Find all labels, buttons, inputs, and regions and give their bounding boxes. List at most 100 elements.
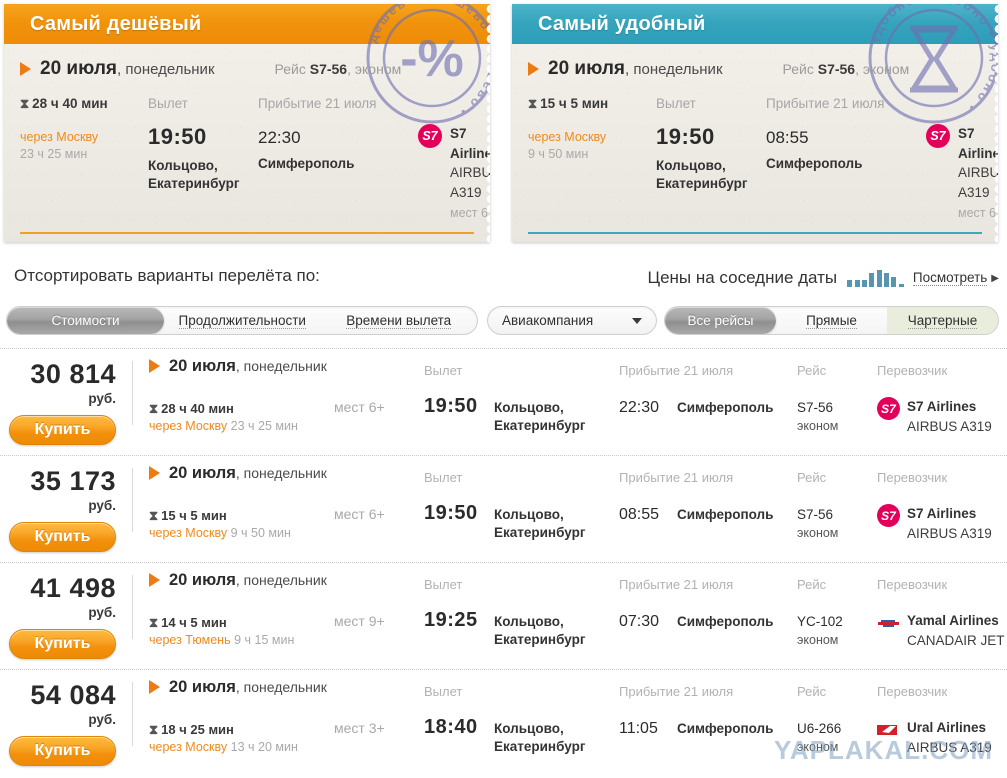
sparkline-bar-2 (854, 280, 860, 287)
sparkline-bar-6 (884, 273, 890, 287)
result-arrive-time: 22:30 (619, 399, 660, 416)
flight-result-row[interactable]: 41 498 руб. Купить 20 июля, понедельник Выле… (0, 562, 1007, 669)
result-price-cell: 35 173 руб. Купить (0, 464, 132, 562)
sparkline-bar-3 (861, 280, 867, 287)
flight-type-direct[interactable]: Прямые (806, 312, 857, 329)
sparkline-bar-7 (891, 277, 897, 287)
offer-depart-place: Кольцово, Екатеринбург (148, 158, 240, 192)
nearby-prices-link[interactable]: Посмотреть (912, 270, 988, 286)
result-details: 20 июля, понедельник Вылет Прибытие 21 июл… (133, 464, 1007, 562)
result-duration: ⧗ 14 ч 5 мин (149, 615, 227, 630)
result-price: 54 084 (30, 680, 116, 710)
header-flight: Рейс (797, 363, 827, 378)
hourglass-icon: ⧗ (528, 96, 538, 111)
result-price-cell: 54 084 руб. Купить (0, 678, 132, 776)
offer-aircraft: AIRBUS A319 (958, 165, 998, 200)
chevron-right-icon[interactable]: ▶ (991, 272, 999, 284)
offer-arrive-label: Прибытие 21 июля (258, 96, 377, 111)
offer-arrive-place: Симферополь (766, 156, 863, 171)
result-flight-class: эконом (797, 740, 839, 754)
offer-date: 20 июля, понедельник (548, 58, 723, 79)
sort-bar: Отсортировать варианты перелёта по: Цены… (0, 250, 1007, 306)
result-via: через Москву 9 ч 50 мин (149, 526, 291, 540)
hourglass-icon: ⧗ (149, 508, 159, 523)
hourglass-icon: ⧗ (149, 722, 159, 737)
airline-filter-dropdown[interactable]: Авиакомпания (487, 306, 657, 335)
result-details: 20 июля, понедельник Вылет Прибытие 21 июл… (133, 678, 1007, 776)
result-arrive-place: Симферополь (677, 614, 774, 629)
result-currency: руб. (88, 605, 116, 620)
result-date: 20 июля, понедельник (169, 571, 327, 589)
header-arrive: Прибытие 21 июля (619, 363, 734, 378)
sparkline-bar-1 (847, 280, 853, 287)
offer-via: через Москву (20, 130, 99, 144)
column-divider (132, 682, 133, 746)
header-carrier: Перевозчик (877, 684, 948, 699)
bullet-triangle-icon (20, 62, 31, 76)
result-depart-place: Кольцово, Екатеринбург (494, 721, 586, 755)
buy-button[interactable]: Купить (9, 736, 116, 766)
buy-button[interactable]: Купить (9, 629, 116, 659)
result-price: 35 173 (30, 466, 116, 496)
s7-logo-icon: S7 (926, 124, 950, 148)
result-arrive-place: Симферополь (677, 507, 774, 522)
header-depart: Вылет (424, 470, 463, 485)
header-depart: Вылет (424, 684, 463, 699)
result-duration: ⧗ 28 ч 40 мин (149, 401, 234, 416)
result-price: 30 814 (30, 359, 116, 389)
sort-title: Отсортировать варианты перелёта по: (14, 266, 320, 285)
flight-type-all[interactable]: Все рейсы (665, 307, 776, 334)
offer-card-most-convenient[interactable]: Самый удобный удобно • удобно • удобно • (512, 4, 998, 242)
result-carrier: S7 S7 Airlines AIRBUS A319 (877, 504, 992, 543)
result-via: через Москву 13 ч 20 мин (149, 740, 298, 754)
offer-carrier-name: S7 Airlines (958, 126, 998, 161)
header-depart: Вылет (424, 363, 463, 378)
sparkline-bar-8 (898, 284, 904, 287)
chevron-down-icon (632, 317, 642, 324)
nearby-prices-sparkline (847, 268, 904, 287)
offer-card-cheapest[interactable]: Самый дешёвый дешево • дешево • дешево •… (4, 4, 490, 242)
flight-results-list: 30 814 руб. Купить 20 июля, понедельник Выле… (0, 348, 1007, 776)
sort-option-duration[interactable]: Продолжительности (178, 312, 306, 329)
offer-arrive-time: 22:30 (258, 128, 301, 147)
result-seats: мест 9+ (334, 613, 385, 629)
header-carrier: Перевозчик (877, 470, 948, 485)
offer-seats: мест 6+ (450, 206, 490, 221)
sort-option-price[interactable]: Стоимости (7, 307, 164, 334)
result-flight-class: эконом (797, 526, 839, 540)
offer-divider (20, 232, 474, 235)
offer-flight-number: Рейс S7-56, эконом (274, 61, 402, 77)
result-arrive-time: 08:55 (619, 506, 660, 523)
result-aircraft: AIRBUS A319 (907, 525, 992, 541)
result-details: 20 июля, понедельник Вылет Прибытие 21 июл… (133, 357, 1007, 455)
offer-duration: ⧗ 28 ч 40 мин (20, 96, 108, 111)
result-arrive-time: 11:05 (619, 720, 658, 737)
result-via: через Москву 23 ч 25 мин (149, 419, 298, 433)
sort-option-departure-time[interactable]: Времени вылета (346, 312, 452, 329)
nearby-prices-title: Цены на соседние даты (647, 268, 838, 287)
offer-carrier: S7 S7 Airlines AIRBUS A319 мест 6+ (418, 124, 490, 222)
flight-result-row[interactable]: 35 173 руб. Купить 20 июля, понедельник Выле… (0, 455, 1007, 562)
nearby-prices-header: Цены на соседние даты Посмотреть ▶ (647, 268, 999, 288)
result-currency: руб. (88, 498, 116, 513)
result-aircraft: CANADAIR JET (907, 632, 1005, 648)
result-date: 20 июля, понедельник (169, 678, 327, 696)
hourglass-icon: ⧗ (149, 401, 159, 416)
buy-button[interactable]: Купить (9, 415, 116, 445)
header-arrive: Прибытие 21 июля (619, 470, 734, 485)
result-depart-place: Кольцово, Екатеринбург (494, 614, 586, 648)
flight-result-row[interactable]: 30 814 руб. Купить 20 июля, понедельник Выле… (0, 348, 1007, 455)
bullet-triangle-icon (528, 62, 539, 76)
result-arrive-time: 07:30 (619, 613, 660, 630)
offer-carrier-name: S7 Airlines (450, 126, 490, 161)
column-divider (132, 575, 133, 639)
flight-type-charter[interactable]: Чартерные (887, 307, 998, 334)
result-arrive-place: Симферополь (677, 400, 774, 415)
header-arrive: Прибытие 21 июля (619, 684, 734, 699)
buy-button[interactable]: Купить (9, 522, 116, 552)
offer-depart-label: Вылет (656, 96, 696, 111)
result-aircraft: AIRBUS A319 (907, 739, 992, 755)
flight-result-row[interactable]: 54 084 руб. Купить 20 июля, понедельник Выле… (0, 669, 1007, 776)
discount-stamp: дешево • дешево • дешево • -% (352, 4, 490, 143)
yamal-logo-icon (877, 611, 900, 634)
